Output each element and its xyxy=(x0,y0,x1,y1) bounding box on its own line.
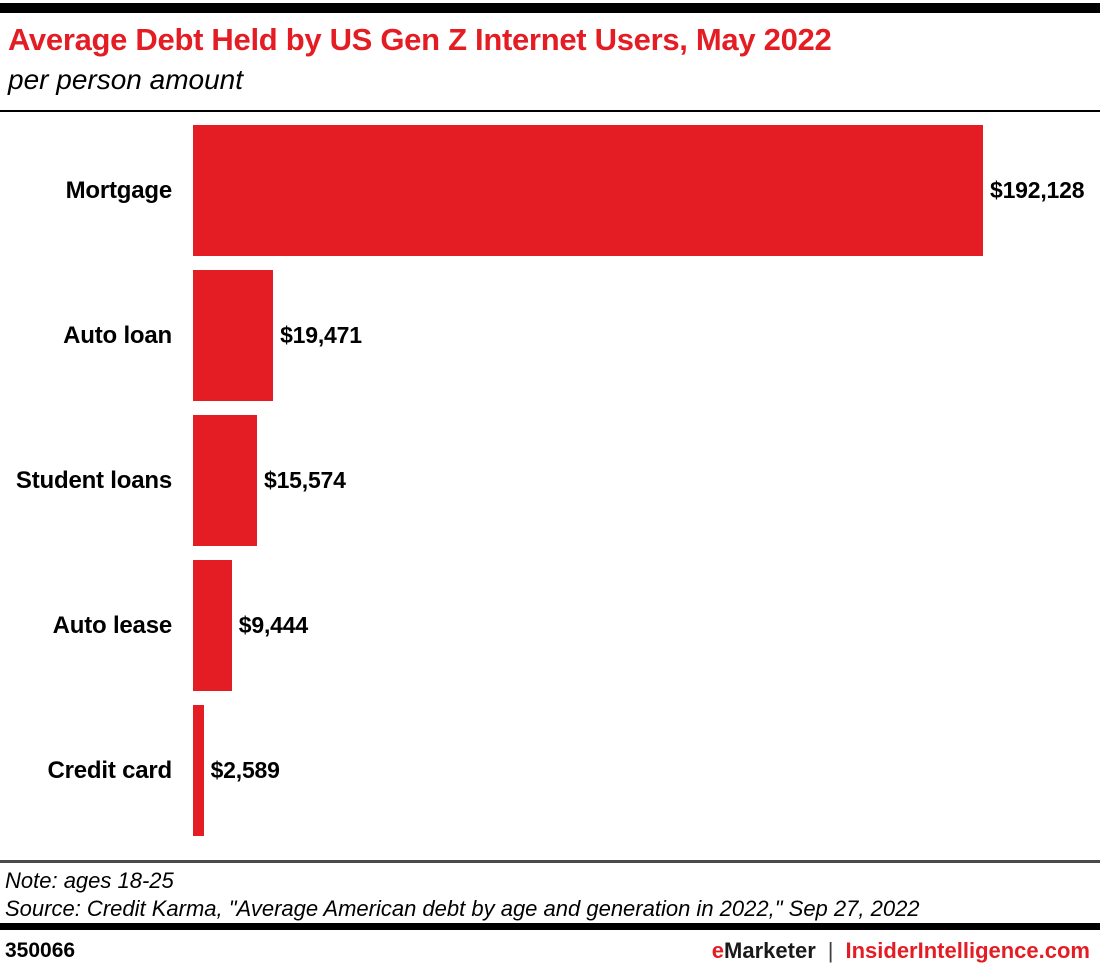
notes-block: Note: ages 18-25 Source: Credit Karma, "… xyxy=(0,863,1100,923)
emarketer-logo-e: e xyxy=(711,938,725,963)
category-label: Mortgage xyxy=(65,176,173,204)
bar-area: $19,471 xyxy=(193,270,1100,401)
header-divider xyxy=(0,110,1100,112)
chart-row-student-loans: Student loans $15,574 xyxy=(0,415,1100,546)
value-label: $15,574 xyxy=(264,467,346,493)
chart-header: Average Debt Held by US Gen Z Internet U… xyxy=(0,22,1100,98)
value-label: $9,444 xyxy=(238,612,308,638)
insider-intelligence-logo: InsiderIntelligence.com xyxy=(845,938,1090,963)
bar-chart: Mortgage $192,128 Auto loan $19,471 Stud… xyxy=(0,125,1100,836)
chart-row-mortgage: Mortgage $192,128 xyxy=(0,125,1100,256)
bar-auto-loan xyxy=(193,270,274,401)
bar-area: $192,128 xyxy=(193,125,1100,256)
bar-mortgage xyxy=(193,125,983,256)
top-black-bar xyxy=(0,3,1100,13)
footer-divider xyxy=(0,923,1100,930)
brand-logos: eMarketer | InsiderIntelligence.com xyxy=(712,938,1090,964)
chart-row-auto-loan: Auto loan $19,471 xyxy=(0,270,1100,401)
note-divider xyxy=(0,860,1100,863)
emarketer-logo-rest: Marketer xyxy=(724,938,816,963)
bar-student-loans xyxy=(193,415,257,546)
chart-row-auto-lease: Auto lease $9,444 xyxy=(0,560,1100,691)
bar-credit-card xyxy=(193,705,204,836)
bar-area: $15,574 xyxy=(193,415,1100,546)
chart-subtitle: per person amount xyxy=(8,64,244,95)
footer: 350066 eMarketer | InsiderIntelligence.com xyxy=(0,938,1100,964)
category-label: Credit card xyxy=(47,756,172,784)
category-label: Auto lease xyxy=(52,611,173,639)
category-label: Auto loan xyxy=(63,321,172,349)
chart-row-credit-card: Credit card $2,589 xyxy=(0,705,1100,836)
bar-area: $9,444 xyxy=(193,560,1100,691)
note-text: Note: ages 18-25 xyxy=(5,868,174,893)
source-text: Source: Credit Karma, "Average American … xyxy=(5,896,920,921)
brand-separator: | xyxy=(827,938,834,963)
bar-area: $2,589 xyxy=(193,705,1100,836)
bar-auto-lease xyxy=(193,560,232,691)
chart-id: 350066 xyxy=(5,939,76,962)
chart-title: Average Debt Held by US Gen Z Internet U… xyxy=(8,22,832,57)
category-label: Student loans xyxy=(15,466,172,494)
value-label: $192,128 xyxy=(990,177,1085,203)
chart-page: Average Debt Held by US Gen Z Internet U… xyxy=(0,3,1100,970)
value-label: $19,471 xyxy=(280,322,362,348)
value-label: $2,589 xyxy=(210,757,280,783)
